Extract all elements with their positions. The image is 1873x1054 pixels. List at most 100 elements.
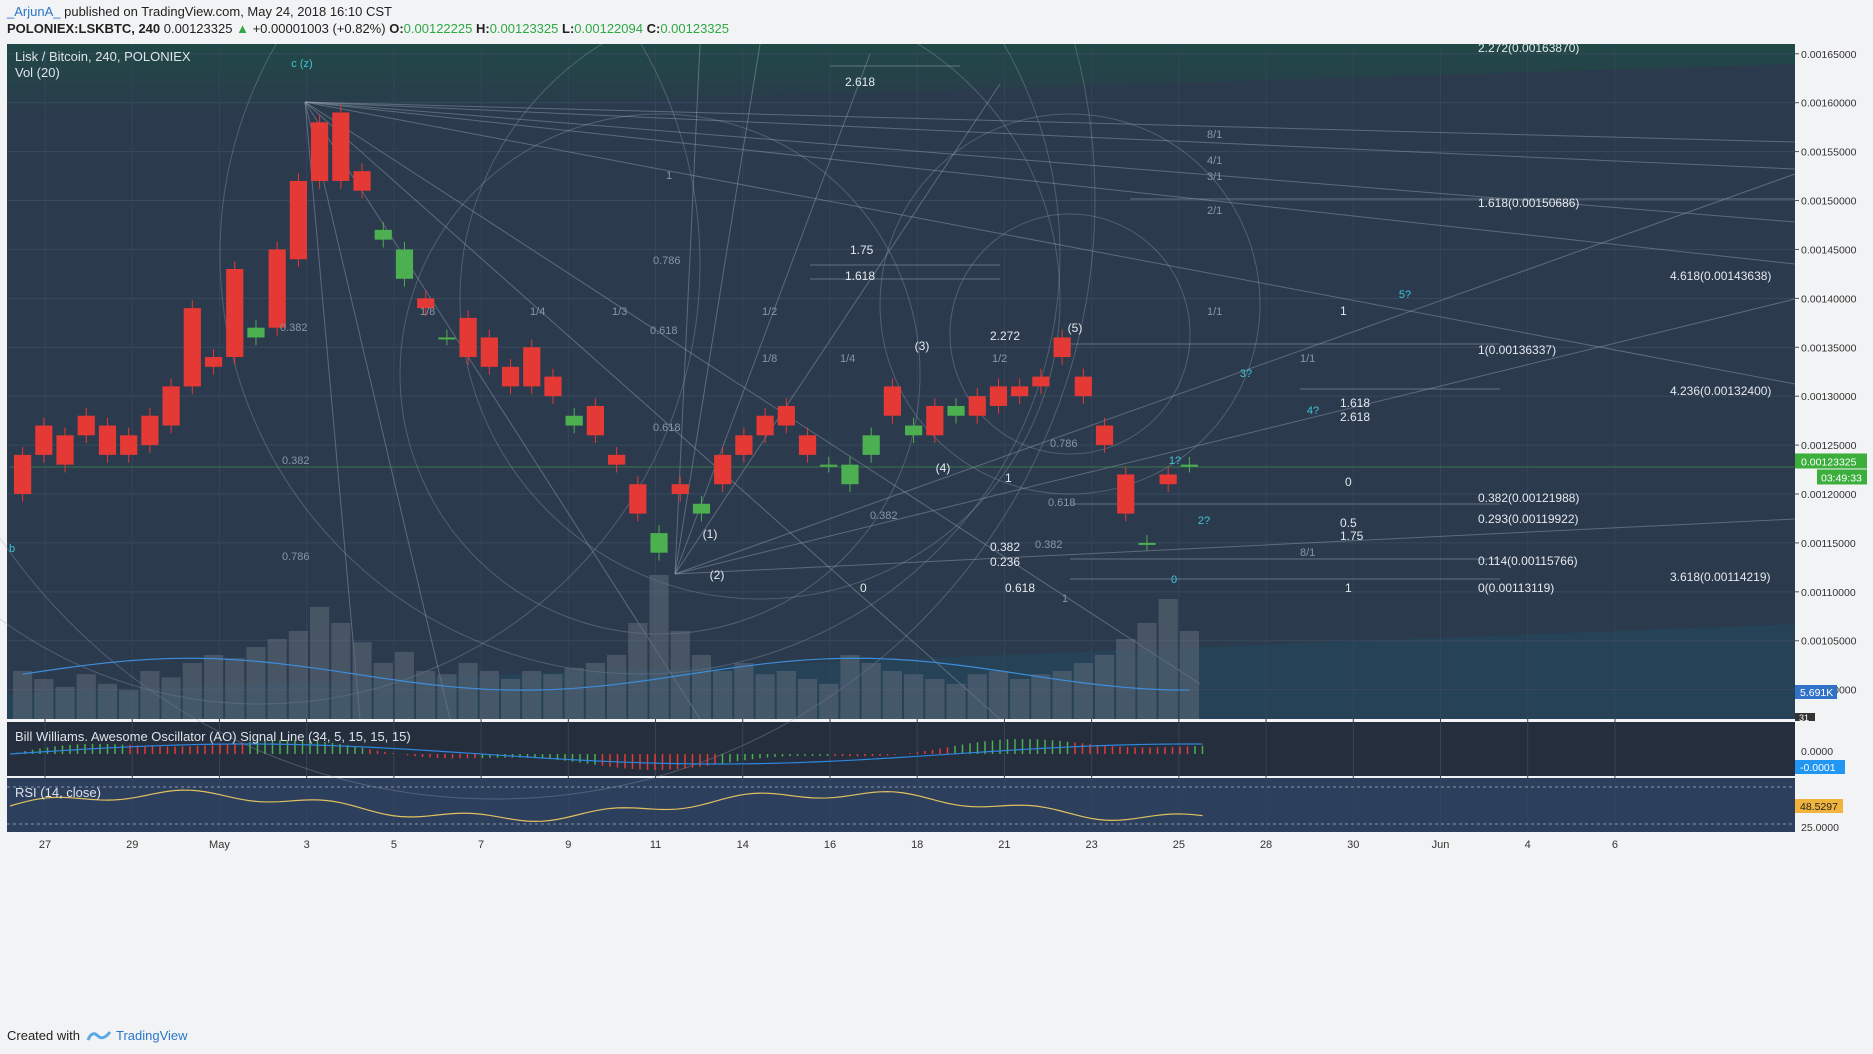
candle-body bbox=[35, 425, 53, 455]
volume-bar bbox=[1094, 655, 1115, 719]
time-tick-label: May bbox=[209, 839, 230, 851]
gann-fan-line bbox=[304, 101, 701, 720]
candle-body bbox=[14, 454, 32, 494]
fib-label: 1/2 bbox=[762, 306, 777, 318]
volume-bar bbox=[755, 674, 775, 719]
volume-bar bbox=[13, 671, 33, 719]
published-text: published on TradingView.com, May 24, 20… bbox=[64, 4, 392, 19]
fib-label: 2.618 bbox=[845, 75, 875, 89]
fib-label: 1.618 bbox=[1340, 396, 1370, 410]
volume-bar bbox=[394, 651, 415, 719]
volume-bar bbox=[437, 674, 457, 719]
wave-label: (2) bbox=[710, 568, 725, 582]
low-value: 0.00122094 bbox=[574, 21, 643, 36]
tradingview-link[interactable]: TradingView bbox=[116, 1028, 188, 1043]
fib-label: 1/1 bbox=[1207, 306, 1222, 318]
fib-label: 8/1 bbox=[1300, 547, 1315, 559]
candle-body bbox=[1159, 474, 1177, 485]
fib-label: 1/1 bbox=[1300, 353, 1315, 365]
time-tick-label: 14 bbox=[737, 839, 749, 851]
chart-svg[interactable]: (1) (2) (3) (4) (5) c (z) b 1? 2? 3? 4? 5? 0 2.272(0.… bbox=[0, 44, 1873, 1019]
ohlc-line: POLONIEX:LSKBTC, 240 0.00123325 ▲ +0.000… bbox=[7, 21, 729, 36]
fib-arc bbox=[879, 113, 1261, 495]
rsi-badge-text: 48.5297 bbox=[1800, 801, 1838, 813]
time-tick-label: 11 bbox=[650, 839, 661, 851]
price-panel-bg bbox=[7, 44, 1795, 719]
price-tick-label: 0.00105000 bbox=[1801, 636, 1857, 648]
chart-title: Lisk / Bitcoin, 240, POLONIEX bbox=[15, 49, 191, 64]
candle-body bbox=[374, 229, 392, 240]
volume-bar bbox=[1010, 679, 1030, 719]
candle-body bbox=[1180, 464, 1198, 467]
candle-body bbox=[1095, 425, 1114, 446]
fib-label: 1.75 bbox=[1340, 529, 1364, 543]
fib-label: 0.293(0.00119922) bbox=[1478, 512, 1579, 526]
fib-label: 1.618 bbox=[845, 269, 875, 283]
last-price-badge bbox=[1795, 453, 1867, 469]
candle-body bbox=[692, 503, 711, 514]
last-price: 0.00123325 bbox=[163, 21, 233, 36]
fib-label: 0.382 bbox=[282, 455, 310, 467]
volume-bar bbox=[288, 631, 308, 719]
candle-body bbox=[247, 327, 265, 338]
footer: Created with TradingView bbox=[0, 1020, 1873, 1054]
wave-label: (5) bbox=[1068, 321, 1083, 335]
volume-legend: Vol (20) bbox=[15, 65, 60, 80]
countdown-badge bbox=[1817, 469, 1867, 485]
candle-body bbox=[820, 464, 838, 467]
fib-label: 0.382 bbox=[280, 322, 308, 334]
chart-area[interactable]: (1) (2) (3) (4) (5) c (z) b 1? 2? 3? 4? 5? 0 2.272(0.… bbox=[0, 44, 1873, 1019]
fib-label: 1/8 bbox=[420, 306, 435, 318]
volume-bar bbox=[373, 663, 393, 719]
gann-fan-line bbox=[304, 101, 1201, 685]
gann-fan-line bbox=[304, 101, 1796, 265]
volume-bar bbox=[140, 671, 160, 719]
time-tick-label: 28 bbox=[1260, 839, 1272, 851]
author-link[interactable]: _ArjunA_ bbox=[7, 4, 61, 19]
candle-body bbox=[56, 435, 74, 465]
candle-body bbox=[459, 317, 477, 358]
fib-label: 0.618 bbox=[1048, 497, 1076, 509]
volume-bar bbox=[543, 674, 563, 719]
candle-body bbox=[586, 405, 604, 436]
open-label: O: bbox=[389, 21, 404, 36]
volume-bar bbox=[819, 683, 839, 719]
volume-bar bbox=[267, 639, 287, 719]
rsi-badge bbox=[1795, 799, 1843, 813]
header-bar: _ArjunA_ published on TradingView.com, M… bbox=[0, 0, 1873, 44]
time-tick-label: 29 bbox=[126, 839, 138, 851]
wave-label: 3? bbox=[1240, 368, 1252, 380]
time-tick-label: 16 bbox=[824, 839, 836, 851]
fib-label: 1/8 bbox=[762, 353, 777, 365]
candle-body bbox=[798, 435, 817, 455]
fib-label: 3/1 bbox=[1207, 171, 1222, 183]
fib-arc bbox=[949, 213, 1191, 455]
volume-bar bbox=[76, 674, 96, 719]
fib-label: 0.382(0.00121988) bbox=[1478, 491, 1579, 505]
time-tick-label: 4 bbox=[1525, 839, 1531, 851]
volume-bar bbox=[458, 663, 478, 719]
symbol-label: POLONIEX:LSKBTC, 240 bbox=[7, 21, 161, 36]
volume-bar bbox=[331, 623, 351, 719]
volume-bar bbox=[585, 663, 605, 719]
fib-label: 0.382 bbox=[990, 540, 1020, 554]
volume-bar bbox=[882, 671, 902, 719]
wave-label: (1) bbox=[703, 527, 718, 541]
candle-body bbox=[1138, 542, 1156, 545]
price-tick-label: 0.00110000 bbox=[1801, 587, 1856, 599]
time-tick-label: 18 bbox=[911, 839, 923, 851]
candle-body bbox=[77, 415, 95, 436]
candle-body bbox=[204, 357, 223, 367]
fib-label: 2/1 bbox=[1207, 205, 1222, 217]
volume-bar bbox=[1137, 623, 1157, 719]
candle-body bbox=[629, 484, 647, 514]
volume-bar bbox=[203, 655, 224, 719]
countdown-badge-text: 03:49:33 bbox=[1821, 472, 1862, 484]
volume-bar bbox=[840, 655, 860, 719]
fib-label: 4.236(0.00132400) bbox=[1670, 384, 1771, 398]
price-tick-label: 0.00155000 bbox=[1801, 147, 1857, 159]
time-tick-label: 7 bbox=[478, 839, 484, 851]
candle-body bbox=[671, 484, 689, 494]
low-label: L: bbox=[562, 21, 575, 36]
candle-body bbox=[289, 180, 307, 260]
